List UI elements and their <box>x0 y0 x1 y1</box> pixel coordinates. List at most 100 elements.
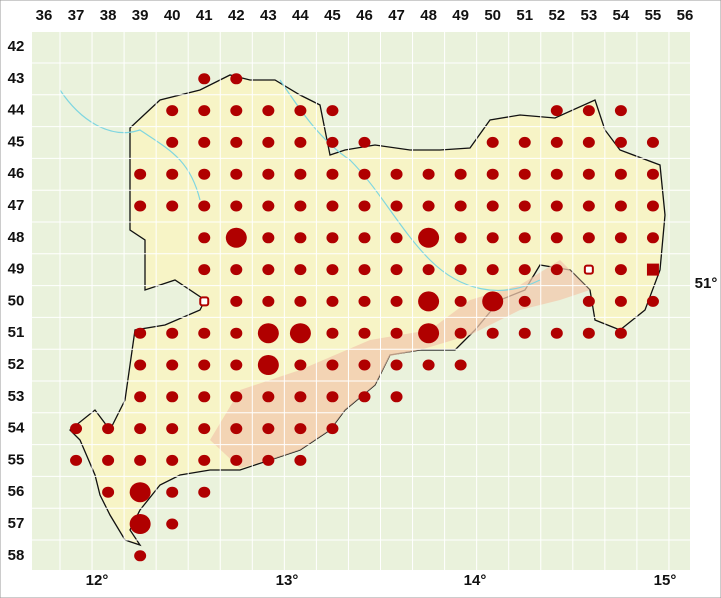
record-dot <box>582 327 595 339</box>
row-label: 44 <box>8 102 25 119</box>
record-dot <box>358 232 371 244</box>
record-dot <box>454 359 467 371</box>
row-label: 51 <box>8 324 25 341</box>
record-dot <box>262 105 275 117</box>
longitude-label: 13° <box>276 572 299 589</box>
record-dot <box>294 232 307 244</box>
record-dot <box>198 73 211 85</box>
record-dot <box>230 200 243 212</box>
record-dot <box>390 264 403 276</box>
record-dot <box>550 327 563 339</box>
record-dot <box>166 168 179 180</box>
record-dot <box>390 232 403 244</box>
record-dot <box>294 423 307 435</box>
record-dot <box>550 105 563 117</box>
column-label: 45 <box>324 7 341 24</box>
record-dot <box>326 136 339 148</box>
record-dot <box>294 295 307 307</box>
record-dot <box>198 423 211 435</box>
river <box>59 89 201 201</box>
record-dot <box>582 200 595 212</box>
record-dot <box>294 200 307 212</box>
record-dot <box>262 136 275 148</box>
column-label: 49 <box>452 7 469 24</box>
column-label: 38 <box>100 7 117 24</box>
record-dot <box>198 454 211 466</box>
record-dot <box>70 454 83 466</box>
record-dot <box>326 295 339 307</box>
record-dot <box>390 327 403 339</box>
record-dot <box>230 327 243 339</box>
record-dot <box>166 359 179 371</box>
record-dot <box>614 200 627 212</box>
record-dot <box>518 295 531 307</box>
record-open <box>199 296 210 307</box>
record-dot <box>518 327 531 339</box>
record-dot <box>102 486 115 498</box>
record-dot <box>422 168 435 180</box>
record-dot <box>326 359 339 371</box>
column-label: 37 <box>68 7 85 24</box>
record-dot <box>198 327 211 339</box>
record-dot-large <box>129 482 151 503</box>
record-dot <box>230 105 243 117</box>
latitude-label: 51° <box>695 275 718 292</box>
record-dot <box>198 359 211 371</box>
record-dot <box>358 136 371 148</box>
record-dot-large <box>257 355 279 375</box>
record-dot <box>550 200 563 212</box>
record-dot <box>230 136 243 148</box>
record-dot <box>550 232 563 244</box>
record-dot <box>486 168 499 180</box>
record-dot <box>166 454 179 466</box>
record-dot <box>198 136 211 148</box>
record-dot <box>294 391 307 403</box>
record-dot <box>422 264 435 276</box>
record-dot <box>166 391 179 403</box>
record-dot <box>454 327 467 339</box>
record-dot <box>646 295 659 307</box>
record-dot <box>262 168 275 180</box>
record-dot-large <box>482 291 504 312</box>
column-label: 44 <box>292 7 309 24</box>
record-dot <box>358 359 371 371</box>
column-label: 52 <box>548 7 565 24</box>
record-dot <box>646 200 659 212</box>
record-dot <box>198 200 211 212</box>
column-label: 47 <box>388 7 405 24</box>
record-dot <box>262 200 275 212</box>
record-dot-large <box>257 323 279 344</box>
record-dot <box>262 423 275 435</box>
record-dot <box>326 264 339 276</box>
record-dot <box>326 200 339 212</box>
column-label: 53 <box>581 7 598 24</box>
record-dot <box>230 168 243 180</box>
row-label: 49 <box>8 261 25 278</box>
record-dot <box>358 295 371 307</box>
record-dot <box>550 168 563 180</box>
record-dot <box>486 327 499 339</box>
record-dot <box>550 264 563 276</box>
record-dot <box>230 391 243 403</box>
record-dot <box>326 423 339 435</box>
record-dot <box>166 423 179 435</box>
record-dot <box>166 105 179 117</box>
record-dot <box>262 454 275 466</box>
record-dot <box>230 295 243 307</box>
record-dot <box>198 486 211 498</box>
record-dot <box>294 264 307 276</box>
column-label: 43 <box>260 7 277 24</box>
record-dot <box>262 264 275 276</box>
record-dot <box>614 136 627 148</box>
record-dot <box>518 264 531 276</box>
record-dot <box>454 200 467 212</box>
record-dot <box>454 295 467 307</box>
record-dot <box>454 232 467 244</box>
record-dot <box>134 200 147 212</box>
longitude-label: 12° <box>86 572 109 589</box>
row-label: 50 <box>8 292 25 309</box>
record-dot <box>358 264 371 276</box>
record-dot <box>198 232 211 244</box>
record-dot <box>358 327 371 339</box>
record-dot <box>422 200 435 212</box>
